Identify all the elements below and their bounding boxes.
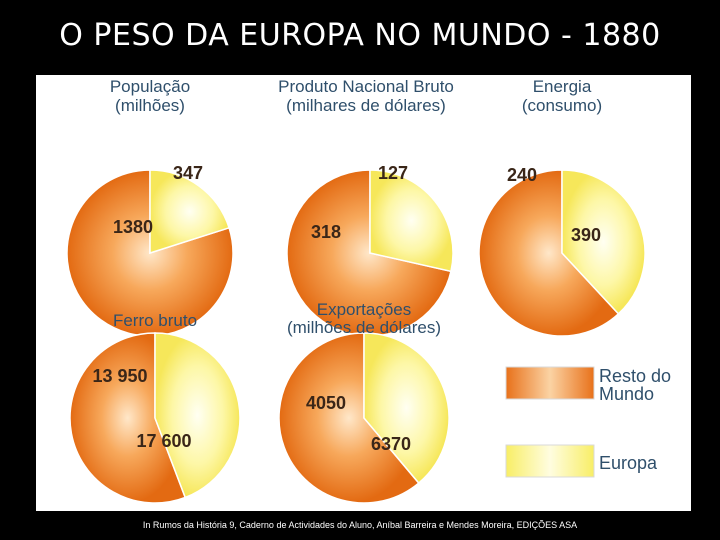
pie-title: Exportações [317,300,412,319]
legend-swatch-europa [505,444,595,478]
pie-title: (milhões) [115,96,185,115]
data-label-resto: 390 [571,225,601,245]
pie-title: Ferro bruto [113,311,197,330]
slide-title: O PESO DA EUROPA NO MUNDO - 1880 [59,18,661,53]
slice-resto-do-mundo [69,332,187,504]
pie-title: (milhões de dólares) [287,318,441,337]
pie-title: (consumo) [522,96,602,115]
slice-europa [561,169,646,315]
pie-chart-1: População(milhões) 347 1380 [66,77,234,337]
slice-resto-do-mundo [478,169,620,337]
data-label-resto: 318 [311,222,341,242]
pie-title: (milhares de dólares) [286,96,446,115]
data-label-resto: 6370 [371,434,411,454]
pie-title: População [110,77,190,96]
pie-chart-3: Energia(consumo) 240 390 [478,77,646,337]
slice-resto-do-mundo [278,332,420,504]
legend-label-europa: Europa [599,453,658,473]
source-credit: In Rumos da História 9, Caderno de Activ… [142,520,578,530]
slice-europa [363,332,450,485]
data-label-europa: 240 [507,165,537,185]
data-label-europa: 347 [173,163,203,183]
data-label-europa: 127 [378,163,408,183]
legend-label-resto: Resto do [599,366,671,386]
pie-title: Produto Nacional Bruto [278,77,454,96]
chart-panel: População (milhões) 347 1380 Produto Naciona… [36,75,691,511]
pie-chart-5: Exportações(milhões de dólares) 4050 6370 [278,300,450,504]
slice-europa [149,169,231,255]
slice-europa [154,332,241,499]
pie-chart-2: Produto Nacional Bruto(milhares de dólar… [278,77,454,337]
legend-label-resto: Mundo [599,384,654,404]
pie-title: Energia [533,77,592,96]
slice-europa [369,169,454,273]
legend-swatch-resto [505,366,595,400]
data-label-resto: 1380 [113,217,153,237]
pie-charts: População(milhões) 347 1380 Produto Naciona… [66,77,671,504]
pie-chart-4: Ferro bruto 13 950 17 600 [69,311,241,504]
data-label-europa: 4050 [306,393,346,413]
data-label-resto: 17 600 [136,431,191,451]
data-label-europa: 13 950 [92,366,147,386]
slice-resto-do-mundo [286,169,452,337]
